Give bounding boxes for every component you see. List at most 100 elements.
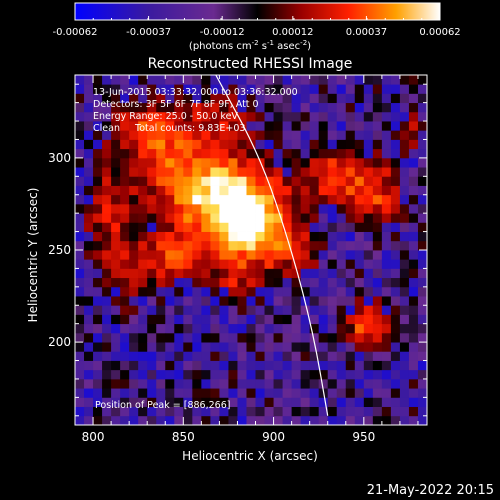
- heatmap-cell: [354, 148, 365, 159]
- heatmap-cell: [273, 250, 283, 260]
- heatmap-cell: [246, 93, 256, 104]
- heatmap-cell: [156, 406, 166, 417]
- heatmap-cell: [219, 351, 229, 361]
- heatmap-cell: [102, 157, 112, 168]
- heatmap-cell: [354, 102, 365, 113]
- heatmap-cell: [129, 148, 139, 159]
- solar-limb-curve: [215, 75, 329, 416]
- heatmap-cell: [390, 185, 401, 196]
- heatmap-cell: [120, 111, 130, 122]
- heatmap-cell: [354, 222, 365, 232]
- heatmap-cell: [327, 93, 338, 104]
- heatmap-cell: [345, 406, 356, 417]
- heatmap-cell: [93, 397, 103, 407]
- heatmap-cell: [363, 167, 374, 177]
- heatmap-cell: [165, 222, 175, 232]
- heatmap-cell: [399, 378, 410, 389]
- heatmap-cell: [372, 342, 383, 352]
- heatmap-cell: [93, 203, 103, 214]
- heatmap-cell: [147, 323, 157, 334]
- heatmap-cell: [336, 167, 347, 177]
- heatmap-cell: [417, 314, 427, 325]
- heatmap-cell: [120, 332, 130, 343]
- heatmap-cell: [228, 397, 238, 407]
- heatmap-cell: [192, 397, 202, 407]
- heatmap-cell: [84, 360, 94, 371]
- heatmap-cell: [273, 342, 283, 352]
- heatmap-cell: [273, 397, 283, 407]
- heatmap-cell: [408, 305, 419, 315]
- heatmap-cell: [372, 75, 383, 85]
- heatmap-cell: [246, 185, 256, 196]
- heatmap-cell: [210, 167, 220, 177]
- heatmap-cell: [156, 157, 166, 168]
- heatmap-cell: [147, 167, 157, 177]
- heatmap-cell: [399, 369, 410, 380]
- heatmap-cell: [354, 203, 365, 214]
- heatmap-cell: [363, 139, 374, 150]
- heatmap-cell: [111, 213, 121, 223]
- heatmap-cell: [345, 388, 356, 398]
- heatmap-cell: [291, 388, 302, 398]
- heatmap-cell: [417, 305, 427, 315]
- heatmap-cell: [255, 75, 265, 85]
- heatmap-cell: [147, 222, 157, 232]
- heatmap-cell: [408, 231, 419, 242]
- heatmap-cell: [120, 351, 130, 361]
- colorbar-gradient: [74, 2, 441, 21]
- heatmap-cell: [102, 167, 112, 177]
- heatmap-cell: [282, 213, 293, 223]
- heatmap-cell: [273, 176, 283, 186]
- heatmap-cell: [282, 250, 293, 260]
- heatmap-cell: [255, 213, 265, 223]
- heatmap-cell: [237, 148, 247, 159]
- heatmap-cell: [273, 268, 283, 279]
- heatmap-cell: [201, 369, 211, 380]
- heatmap-cell: [129, 75, 139, 85]
- heatmap-cell: [363, 176, 374, 186]
- heatmap-cell: [228, 415, 238, 425]
- heatmap-cell: [192, 121, 202, 131]
- heatmap-cell: [75, 259, 85, 269]
- heatmap-cell: [129, 406, 139, 417]
- heatmap-cell: [264, 360, 274, 371]
- heatmap-cell: [111, 222, 121, 232]
- heatmap-cell: [183, 250, 193, 260]
- heatmap-cell: [147, 250, 157, 260]
- heatmap-cell: [318, 176, 329, 186]
- heatmap-cell: [120, 388, 130, 398]
- heatmap-cell: [345, 268, 356, 279]
- heatmap-cell: [291, 194, 302, 205]
- heatmap-cell: [390, 360, 401, 371]
- heatmap-cell: [354, 277, 365, 288]
- heatmap-cell: [255, 415, 265, 425]
- heatmap-cell: [201, 102, 211, 113]
- heatmap-cell: [93, 406, 103, 417]
- heatmap-cell: [174, 139, 184, 150]
- heatmap-cell: [84, 84, 94, 94]
- heatmap-cell: [255, 139, 265, 150]
- heatmap-cell: [390, 194, 401, 205]
- heatmap-cell: [291, 148, 302, 159]
- heatmap-cell: [345, 397, 356, 407]
- heatmap-cell: [336, 203, 347, 214]
- heatmap-cell: [264, 369, 274, 380]
- heatmap-cell: [237, 203, 247, 214]
- heatmap-cell: [192, 75, 202, 85]
- heatmap-cell: [273, 93, 283, 104]
- heatmap-cell: [363, 203, 374, 214]
- heatmap-cell: [201, 185, 211, 196]
- heatmap-cell: [417, 406, 427, 417]
- heatmap-cell: [111, 84, 121, 94]
- heatmap-cell: [165, 351, 175, 361]
- heatmap-cell: [327, 314, 338, 325]
- heatmap-cell: [354, 121, 365, 131]
- heatmap-cell: [228, 259, 238, 269]
- heatmap-cell: [84, 240, 94, 251]
- heatmap-cell: [165, 139, 175, 150]
- heatmap-cell: [147, 277, 157, 288]
- heatmap-cell: [219, 286, 229, 297]
- heatmap-cell: [120, 360, 130, 371]
- heatmap-cell: [363, 259, 374, 269]
- heatmap-cell: [183, 213, 193, 223]
